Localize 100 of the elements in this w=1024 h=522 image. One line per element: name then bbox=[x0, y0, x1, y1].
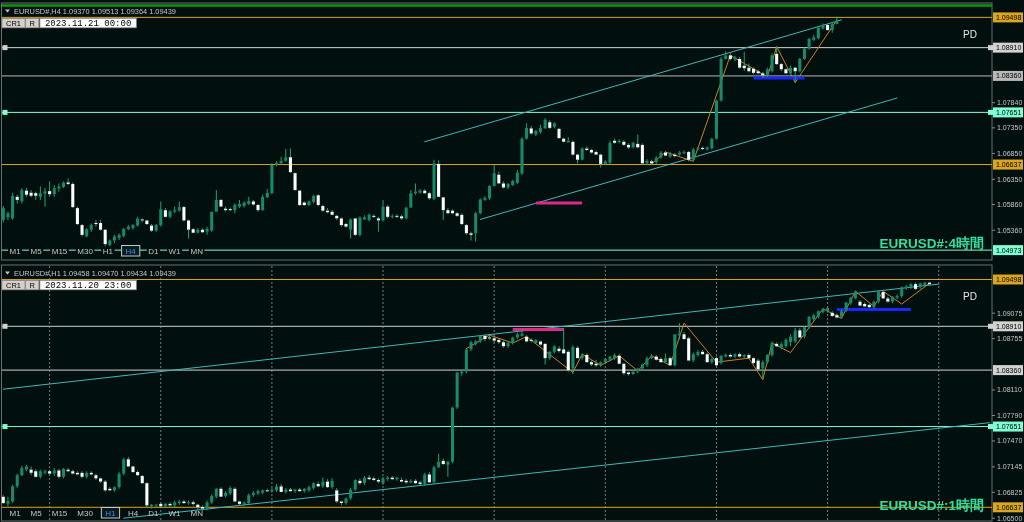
candlestick bbox=[6, 496, 10, 507]
annotation: PD bbox=[963, 29, 977, 40]
candlestick bbox=[358, 215, 362, 237]
annotation: H1 bbox=[105, 508, 117, 518]
candlestick bbox=[233, 486, 237, 503]
candlestick bbox=[645, 356, 649, 368]
annotation: M1 bbox=[9, 246, 22, 256]
candlestick bbox=[279, 483, 283, 493]
candlestick bbox=[821, 307, 825, 315]
candlestick bbox=[140, 474, 144, 485]
candlestick bbox=[520, 329, 524, 338]
candlestick bbox=[895, 293, 899, 300]
candlestick bbox=[288, 147, 292, 174]
candlestick bbox=[302, 200, 306, 207]
candlestick bbox=[747, 352, 751, 360]
candlestick bbox=[251, 199, 255, 207]
candlestick bbox=[15, 194, 19, 204]
candlestick bbox=[654, 354, 658, 362]
candlestick bbox=[464, 223, 468, 236]
annotation: H4 bbox=[128, 508, 139, 518]
candlestick bbox=[1, 494, 5, 505]
candlestick bbox=[793, 327, 797, 344]
candlestick bbox=[548, 119, 552, 130]
candlestick bbox=[668, 151, 672, 159]
candlestick bbox=[112, 485, 116, 493]
candlestick bbox=[664, 150, 668, 157]
candlestick bbox=[71, 469, 75, 475]
candlestick bbox=[149, 223, 154, 233]
candlestick bbox=[154, 223, 158, 233]
candlestick bbox=[608, 355, 612, 362]
candlestick bbox=[599, 153, 603, 168]
candlestick bbox=[182, 499, 186, 505]
candlestick bbox=[673, 333, 677, 367]
candlestick bbox=[904, 284, 908, 291]
candlestick bbox=[659, 150, 663, 160]
candlestick bbox=[205, 500, 209, 511]
candlestick bbox=[784, 337, 788, 349]
annotation: H4 bbox=[125, 246, 137, 256]
candlestick bbox=[696, 146, 700, 151]
candlestick bbox=[312, 481, 316, 491]
candlestick bbox=[835, 313, 839, 319]
candlestick bbox=[344, 222, 348, 229]
candlestick bbox=[200, 504, 204, 512]
candlestick bbox=[24, 464, 28, 472]
candlestick bbox=[57, 468, 61, 479]
candlestick bbox=[427, 191, 431, 201]
candlestick bbox=[117, 471, 121, 490]
candlestick bbox=[900, 286, 904, 299]
candlestick bbox=[34, 468, 38, 479]
candlestick bbox=[1, 205, 5, 224]
candlestick bbox=[20, 465, 24, 477]
candlestick bbox=[219, 198, 223, 208]
candlestick bbox=[830, 310, 834, 318]
candlestick bbox=[177, 499, 181, 506]
annotation: 2023.11.21 00:00 bbox=[44, 19, 132, 30]
candlestick bbox=[622, 139, 626, 147]
annotation: M5 bbox=[30, 246, 43, 256]
candlestick bbox=[589, 360, 593, 367]
candlestick bbox=[353, 217, 357, 237]
candlestick bbox=[117, 232, 121, 241]
candlestick bbox=[446, 207, 450, 215]
candlestick bbox=[400, 477, 404, 483]
annotation: W1 bbox=[168, 246, 182, 256]
candlestick bbox=[99, 219, 103, 232]
candlestick bbox=[177, 200, 181, 213]
candlestick bbox=[89, 223, 93, 233]
candlestick bbox=[61, 180, 66, 189]
candlestick bbox=[29, 465, 33, 476]
candlestick bbox=[506, 340, 510, 349]
candlestick bbox=[742, 353, 746, 359]
candlestick bbox=[538, 124, 543, 135]
line-series bbox=[465, 282, 930, 381]
candlestick bbox=[844, 301, 848, 313]
candlestick bbox=[640, 142, 644, 165]
candlestick bbox=[585, 352, 589, 364]
candlestick bbox=[751, 66, 756, 75]
candlestick bbox=[853, 289, 857, 300]
candlestick bbox=[626, 371, 631, 377]
candlestick bbox=[529, 337, 533, 343]
candlestick bbox=[529, 125, 533, 136]
candlestick bbox=[85, 470, 89, 479]
annotation: MN bbox=[190, 246, 204, 256]
candlestick bbox=[719, 354, 723, 366]
candlestick bbox=[682, 150, 686, 155]
candlestick bbox=[511, 179, 515, 187]
candlestick bbox=[307, 199, 311, 207]
candlestick bbox=[335, 487, 339, 504]
line-series bbox=[651, 19, 838, 165]
annotation: MN bbox=[190, 508, 204, 518]
candlestick bbox=[140, 217, 144, 224]
candlestick bbox=[94, 219, 98, 228]
candlestick bbox=[381, 199, 385, 222]
candlestick bbox=[557, 127, 561, 140]
candlestick bbox=[483, 333, 487, 342]
candlestick bbox=[210, 493, 214, 505]
candlestick bbox=[381, 476, 385, 486]
annotation: M15 bbox=[51, 246, 68, 256]
annotation: EURUSD#:4時間 bbox=[879, 236, 984, 251]
candlestick bbox=[830, 21, 834, 34]
candlestick bbox=[770, 52, 774, 73]
